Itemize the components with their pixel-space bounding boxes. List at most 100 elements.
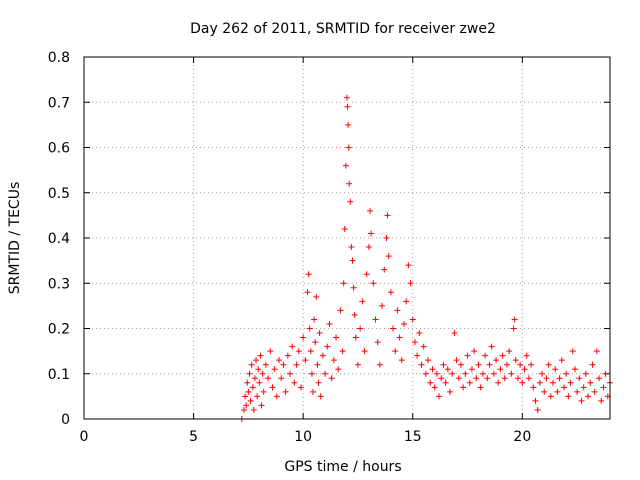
data-point [464,352,471,359]
data-point [247,397,254,404]
data-point [302,357,309,364]
data-point [431,384,438,391]
data-point [276,357,283,364]
data-point [558,357,565,364]
data-point [536,379,543,386]
data-point [490,370,497,377]
data-point [442,379,449,386]
data-point [593,348,600,355]
data-point [427,379,434,386]
data-point [438,375,445,382]
data-point [550,379,557,386]
data-point [319,352,326,359]
data-point [381,266,388,273]
data-point [484,375,491,382]
data-point [519,379,526,386]
data-point [341,225,348,232]
data-point [253,357,260,364]
y-tick-label: 0.1 [48,367,70,383]
data-point [556,375,563,382]
data-point [447,388,454,395]
data-point [468,366,475,373]
data-point [582,370,589,377]
data-point [405,262,412,269]
y-tick-label: 0 [61,412,70,428]
data-point [436,393,443,400]
y-tick-label: 0.4 [48,231,70,247]
data-point [379,302,386,309]
data-point [324,343,331,350]
data-point [587,379,594,386]
data-point [284,352,291,359]
data-point [466,379,473,386]
axis-ticks: 0 5 10 15 20 0 0.1 0.2 0.3 0.4 0.5 0.6 0.7 0.8 [48,50,610,445]
data-point [591,388,598,395]
data-point [598,397,605,404]
data-point [497,366,504,373]
data-point [335,366,342,373]
data-point [289,343,296,350]
data-point [346,180,353,187]
data-point [372,316,379,323]
data-point [552,366,559,373]
data-point [295,348,302,355]
data-point [282,388,289,395]
data-point [368,230,375,237]
y-tick-label: 0.2 [48,322,70,338]
data-point [352,334,359,341]
data-point [392,348,399,355]
data-point [376,361,383,368]
x-tick-label: 5 [189,429,198,445]
data-point [287,370,294,377]
data-point [349,257,356,264]
data-point [600,384,607,391]
data-point [291,379,298,386]
data-point [328,375,335,382]
data-point [414,352,421,359]
data-point [479,370,486,377]
data-point [482,352,489,359]
data-point [347,198,354,205]
data-point [471,348,478,355]
data-point [265,375,272,382]
data-point [251,375,258,382]
data-point [411,339,418,346]
data-point [317,393,324,400]
data-point [306,325,313,332]
data-point [506,348,513,355]
data-point [493,357,500,364]
data-point [396,334,403,341]
data-point [409,316,416,323]
data-point [243,402,250,409]
x-tick-label: 10 [294,429,312,445]
data-point [486,361,493,368]
data-point [390,325,397,332]
plot-frame [83,56,611,420]
data-point [280,361,287,368]
data-point [488,343,495,350]
data-point [425,357,432,364]
y-tick-label: 0.7 [48,95,70,111]
data-point [246,370,253,377]
data-point [499,352,506,359]
data-point [394,307,401,314]
data-point [541,388,548,395]
data-point [278,375,285,382]
data-point [510,325,517,332]
data-point [262,361,269,368]
data-point [523,352,530,359]
data-point [300,334,307,341]
data-point [256,379,263,386]
y-tick-label: 0.6 [48,141,70,157]
data-point [293,361,300,368]
data-point [554,388,561,395]
data-point [267,348,274,355]
data-point [361,348,368,355]
data-point [254,393,261,400]
y-tick-label: 0.5 [48,186,70,202]
grid-lines [84,57,610,419]
data-point [433,370,440,377]
data-point [337,307,344,314]
data-point [297,384,304,391]
